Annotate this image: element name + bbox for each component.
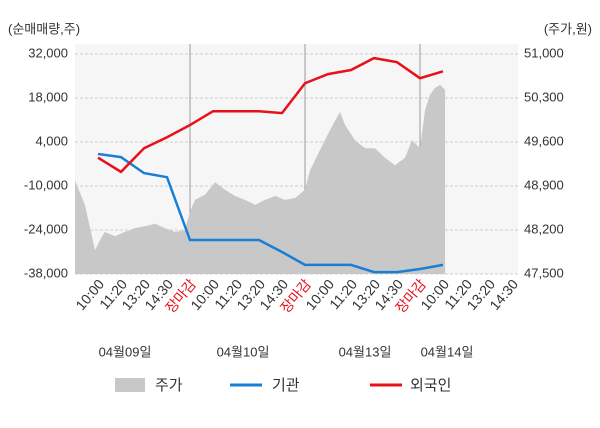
y-tick-label: -24,000 [24,221,68,236]
y2-axis-label: (주가,원) [544,21,592,36]
y2-tick-label: 47,500 [524,265,564,280]
legend-label: 외국인 [410,377,451,394]
series-line [97,152,444,274]
date-label: 04월10일 [217,344,270,359]
date-label: 04월09일 [99,344,152,359]
legend-swatch [115,378,145,392]
y2-tick-label: 48,200 [524,221,564,236]
date-label: 04월13일 [339,344,392,359]
y2-tick-label: 49,600 [524,133,564,148]
y-tick-label: 18,000 [28,89,68,104]
y2-tick-label: 48,900 [524,177,564,192]
y-tick-label: 4,000 [35,133,68,148]
legend-label: 기관 [272,377,300,394]
y-tick-label: -10,000 [24,177,68,192]
price-area [75,84,446,274]
date-label: 04월14일 [421,344,474,359]
y2-tick-label: 50,300 [524,89,564,104]
series-line [97,56,444,174]
y-axis-label: (순매매량,주) [8,21,80,36]
y-tick-label: -38,000 [24,265,68,280]
legend-label: 주가 [155,377,183,394]
y-tick-label: 32,000 [28,45,68,60]
y2-tick-label: 51,000 [524,45,564,60]
